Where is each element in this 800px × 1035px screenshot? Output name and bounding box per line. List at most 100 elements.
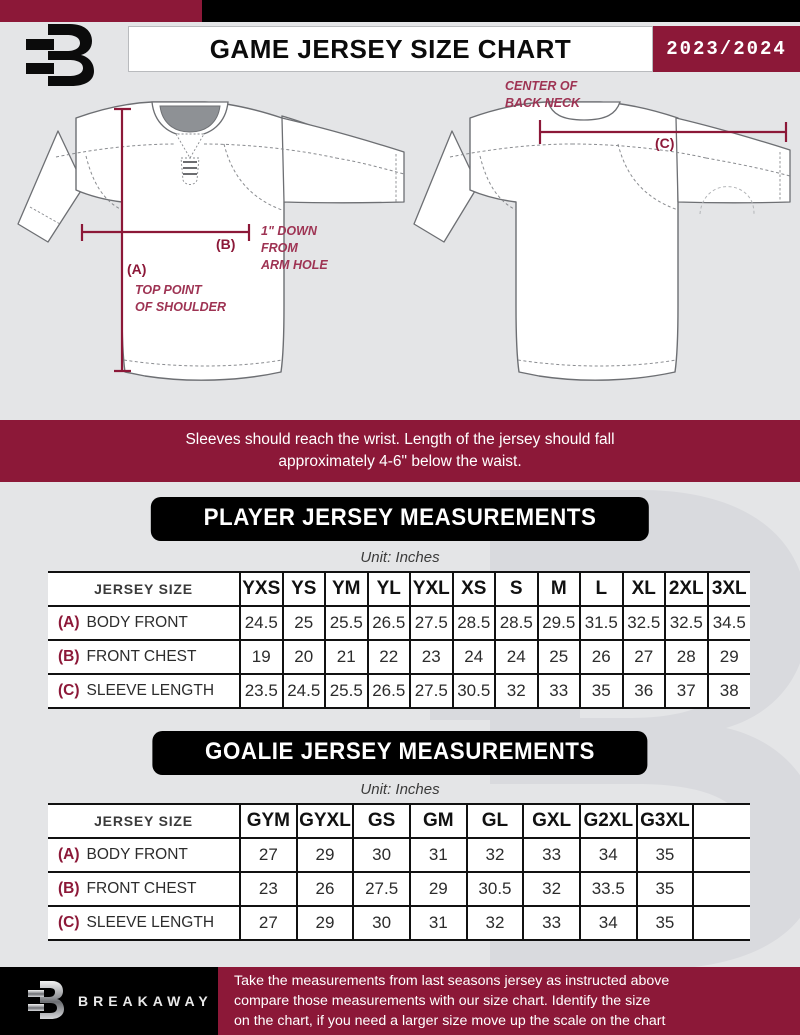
- player-r1-c5: 24: [451, 639, 495, 675]
- player-r2-c5: 30.5: [451, 673, 495, 709]
- goalie-row-2-label: (C) SLEEVE LENGTH: [48, 905, 240, 941]
- back-neck-note: CENTER OF BACK NECK: [505, 79, 581, 110]
- footer-brand-block: BREAKAWAY: [0, 967, 218, 1035]
- goalie-r0-c6: 34: [578, 837, 637, 873]
- player-section-pill: PLAYER JERSEY MEASUREMENTS: [150, 497, 650, 541]
- player-r1-c10: 28: [664, 639, 708, 675]
- table-row: (B) FRONT CHEST 23 26 27.5 29 30.5 32 33.…: [48, 871, 750, 907]
- fit-note-band: Sleeves should reach the wrist. Length o…: [0, 420, 800, 482]
- player-r2-c7: 33: [536, 673, 580, 709]
- table-row: (C) SLEEVE LENGTH 27 29 30 31 32 33 34 35: [48, 905, 750, 941]
- goalie-r2-c8: [692, 905, 750, 941]
- player-size-col-3: YL: [366, 571, 410, 607]
- goalie-size-col-0: GYM: [239, 803, 297, 839]
- player-row-2-label: (C) SLEEVE LENGTH: [48, 673, 240, 709]
- goalie-r1-c6: 33.5: [578, 871, 637, 907]
- svg-text:1" DOWN: 1" DOWN: [261, 224, 318, 238]
- player-r1-c8: 26: [579, 639, 623, 675]
- player-r2-c1: 24.5: [281, 673, 325, 709]
- goalie-r2-c0: 27: [239, 905, 297, 941]
- player-row-0-tag: (A): [58, 614, 80, 631]
- player-r1-c7: 25: [536, 639, 580, 675]
- goalie-r1-c0: 23: [239, 871, 297, 907]
- marker-c-label: (C): [655, 135, 674, 151]
- goalie-r1-c3: 29: [408, 871, 467, 907]
- goalie-r2-c7: 35: [635, 905, 694, 941]
- player-size-col-8: L: [579, 571, 623, 607]
- player-size-col-1: YS: [281, 571, 325, 607]
- player-row-0-name: BODY FRONT: [86, 614, 188, 631]
- page-title: GAME JERSEY SIZE CHART: [209, 33, 572, 64]
- player-r0-c7: 29.5: [536, 605, 580, 641]
- page-header: GAME JERSEY SIZE CHART 2023/2024: [0, 22, 800, 86]
- goalie-r2-c1: 29: [295, 905, 354, 941]
- player-r1-c1: 20: [281, 639, 325, 675]
- player-r0-c10: 32.5: [664, 605, 708, 641]
- season-label: 2023/2024: [666, 38, 787, 60]
- goalie-r0-c8: [692, 837, 750, 873]
- fit-note-line-2: approximately 4-6" below the waist.: [278, 453, 522, 470]
- footer-brand-name: BREAKAWAY: [78, 993, 213, 1009]
- goalie-r0-c5: 33: [522, 837, 580, 873]
- player-r0-c6: 28.5: [494, 605, 538, 641]
- goalie-r2-c4: 32: [465, 905, 524, 941]
- player-size-col-0: YXS: [239, 571, 283, 607]
- table-row: (A) BODY FRONT 27 29 30 31 32 33 34 35: [48, 837, 750, 873]
- player-r1-c2: 21: [324, 639, 368, 675]
- player-r2-c9: 36: [621, 673, 665, 709]
- goalie-r1-c7: 35: [635, 871, 694, 907]
- table-row: (B) FRONT CHEST 19 20 21 22 23 24 24 25 2…: [48, 639, 750, 675]
- goalie-row-0-label: (A) BODY FRONT: [48, 837, 240, 873]
- player-r1-c6: 24: [494, 639, 538, 675]
- goalie-r0-c0: 27: [239, 837, 297, 873]
- player-r1-c4: 23: [409, 639, 453, 675]
- player-r0-c9: 32.5: [621, 605, 665, 641]
- footer-note-line-3: on the chart, if you need a larger size …: [234, 1013, 666, 1030]
- goalie-size-col-1: GYXL: [295, 803, 354, 839]
- player-size-col-9: XL: [621, 571, 665, 607]
- top-accent-bar: [0, 0, 800, 22]
- player-r2-c11: 38: [706, 673, 750, 709]
- goalie-size-col-8: [692, 803, 750, 839]
- season-badge: 2023/2024: [653, 26, 800, 72]
- goalie-r0-c7: 35: [635, 837, 694, 873]
- player-r2-c0: 23.5: [239, 673, 283, 709]
- player-row-2-tag: (C): [58, 682, 80, 699]
- player-size-col-6: S: [494, 571, 538, 607]
- player-r2-c3: 26.5: [366, 673, 410, 709]
- svg-text:BACK NECK: BACK NECK: [505, 96, 581, 110]
- goalie-row-2-name: SLEEVE LENGTH: [86, 914, 215, 931]
- fit-note-line-1: Sleeves should reach the wrist. Length o…: [185, 430, 615, 448]
- player-size-col-2: YM: [324, 571, 368, 607]
- player-r0-c2: 25.5: [324, 605, 368, 641]
- player-r1-c9: 27: [621, 639, 665, 675]
- goalie-r1-c2: 27.5: [352, 871, 410, 907]
- player-r0-c0: 24.5: [239, 605, 283, 641]
- player-size-col-5: XS: [451, 571, 495, 607]
- footer-instructions-text: Take the measurements from last seasons …: [234, 971, 669, 1031]
- goalie-r2-c2: 30: [352, 905, 410, 941]
- player-row-1-label: (B) FRONT CHEST: [48, 639, 240, 675]
- player-row-0-label: (A) BODY FRONT: [48, 605, 240, 641]
- player-r0-c1: 25: [281, 605, 325, 641]
- breakaway-b-logo-icon: [26, 24, 94, 86]
- goalie-r2-c5: 33: [522, 905, 580, 941]
- player-r2-c10: 37: [664, 673, 708, 709]
- goalie-unit-label: Unit: Inches: [360, 781, 440, 798]
- player-size-col-11: 3XL: [706, 571, 750, 607]
- player-r0-c5: 28.5: [451, 605, 495, 641]
- goalie-row-1-label: (B) FRONT CHEST: [48, 871, 240, 907]
- marker-a-note: TOP POINT OF SHOULDER: [135, 283, 226, 314]
- page-footer: BREAKAWAY Take the measurements from las…: [0, 967, 800, 1035]
- front-measure-lines: [80, 107, 251, 373]
- goalie-r0-c3: 31: [408, 837, 467, 873]
- goalie-size-col-4: GL: [465, 803, 524, 839]
- top-bar-black: [202, 0, 800, 22]
- table-row: (A) BODY FRONT 24.5 25 25.5 26.5 27.5 28.…: [48, 605, 750, 641]
- table-header-row: JERSEY SIZE YXS YS YM YL YXL XS S M L XL…: [48, 571, 750, 607]
- goalie-row-0-tag: (A): [58, 846, 80, 863]
- player-size-header-label: JERSEY SIZE: [48, 571, 240, 607]
- player-r2-c4: 27.5: [409, 673, 453, 709]
- footer-instructions: Take the measurements from last seasons …: [218, 967, 800, 1035]
- goalie-r1-c5: 32: [522, 871, 580, 907]
